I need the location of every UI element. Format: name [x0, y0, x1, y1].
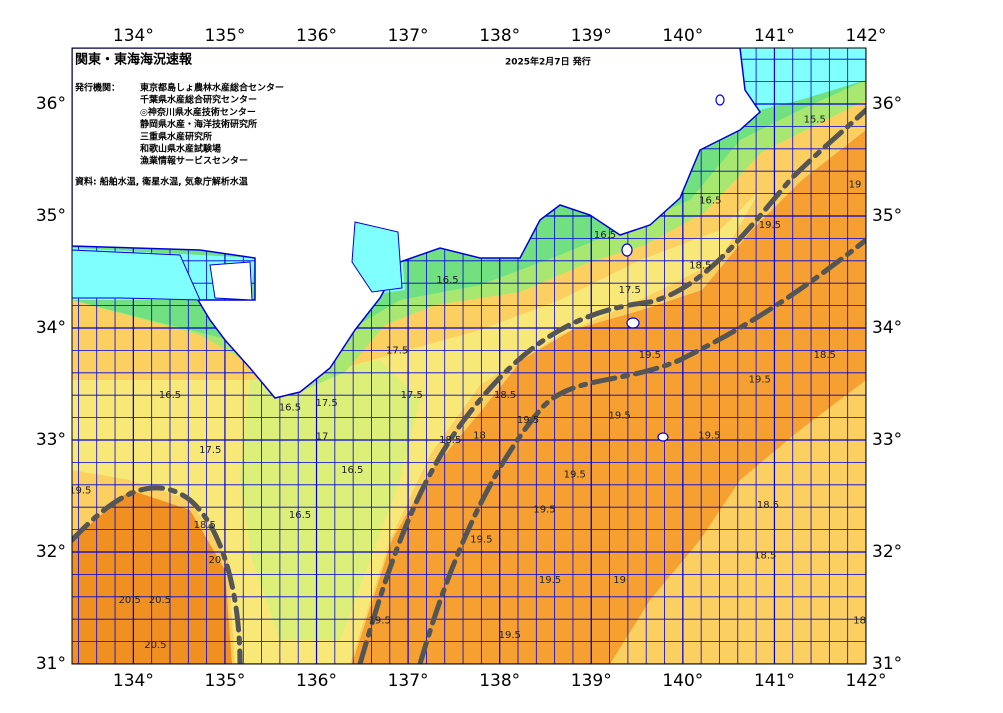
- contour-label: 17.5: [619, 285, 641, 296]
- lon-tick-label: 138°: [479, 26, 520, 46]
- lon-tick-label: 142°: [846, 26, 887, 46]
- contour-label: 19.5: [533, 504, 555, 515]
- lat-tick-label: 36°: [36, 94, 66, 114]
- lon-tick-label: 139°: [571, 26, 612, 46]
- map-title: 関東・東海海況速報: [75, 52, 193, 68]
- contour-label: 18.5: [757, 500, 779, 511]
- issuer: 千葉県水産総合研究センター: [140, 94, 257, 106]
- contour-label: 16.5: [159, 390, 181, 401]
- lon-tick-label: 138°: [479, 671, 520, 691]
- lon-tick-label: 139°: [571, 671, 612, 691]
- lat-tick-label: 31°: [872, 654, 902, 674]
- lon-tick-label: 134°: [113, 26, 154, 46]
- contour-label: 19.5: [539, 575, 561, 586]
- lon-tick-label: 135°: [204, 671, 245, 691]
- contour-label: 16.5: [279, 403, 301, 414]
- lon-tick-label: 136°: [296, 671, 337, 691]
- issuers-label: 発行機関：: [74, 82, 120, 94]
- data-source: 資料: 船舶水温, 衛星水温, 気象庁解析水温: [75, 176, 248, 188]
- lon-tick-label: 135°: [204, 26, 245, 46]
- contour-label: 20.5: [144, 640, 166, 651]
- contour-label: 19.5: [759, 220, 781, 231]
- issuer: 和歌山県水産試験場: [139, 143, 221, 155]
- contour-label: 20: [208, 555, 221, 566]
- issuer: 三重県水産研究所: [140, 130, 212, 142]
- contour-labels: 20.5 20.5 20.5 19.5 18.5 16.5 17.5 16.5 16.5 17.5…: [69, 115, 866, 651]
- contour-label: 19.5: [609, 410, 631, 421]
- contour-label: 19.5: [639, 350, 661, 361]
- contour-label: 18.5: [494, 390, 516, 401]
- contour-label: 16.5: [699, 195, 721, 206]
- lon-tick-label: 141°: [754, 671, 795, 691]
- sea-surface: 20.5 20.5 20.5 19.5 18.5 16.5 17.5 16.5 16.5 17.5…: [69, 48, 866, 664]
- contour-label: 19: [849, 180, 862, 191]
- map-frame: [71, 47, 867, 665]
- axis-ticks: 134° 134° 135° 135° 136° 136° 137° 137° 138° 138°…: [36, 26, 902, 691]
- lon-tick-label: 137°: [388, 671, 429, 691]
- lon-tick-label: 141°: [754, 26, 795, 46]
- contour-label: 15.5: [804, 115, 826, 126]
- contour-label: 16.5: [341, 465, 363, 476]
- contour-label: 19.5: [499, 630, 521, 641]
- lat-tick-label: 33°: [36, 430, 66, 450]
- lat-tick-label: 35°: [872, 206, 902, 226]
- contour-label: 16.5: [594, 230, 616, 241]
- contour-label: 18: [473, 431, 486, 442]
- contour-label: 17.5: [199, 445, 221, 456]
- contour-label: 18.5: [689, 260, 711, 271]
- kuroshio-axis: [72, 107, 866, 664]
- lon-tick-label: 137°: [388, 26, 429, 46]
- lon-tick-label: 140°: [662, 26, 703, 46]
- islands: [621, 94, 725, 442]
- land: [72, 48, 761, 399]
- contour-label: 18.5: [754, 550, 776, 561]
- contour-label: 17.5: [386, 345, 408, 356]
- lon-tick-label: 140°: [662, 671, 703, 691]
- contour-label: 18.5: [194, 520, 216, 531]
- contour-label: 19.5: [470, 535, 492, 546]
- contour-label: 16.5: [436, 275, 458, 286]
- contour-label: 19.5: [69, 485, 91, 496]
- lon-tick-label: 136°: [296, 26, 337, 46]
- contour-label: 19.5: [749, 375, 771, 386]
- contour-label: 19.5: [369, 615, 391, 626]
- contour-label: 19.5: [564, 470, 586, 481]
- lon-tick-label: 142°: [846, 671, 887, 691]
- contour-label: 18.5: [814, 350, 836, 361]
- lat-tick-label: 31°: [36, 654, 66, 674]
- issuer: ◎神奈川県水産技術センター: [140, 106, 256, 118]
- contour-label: 18.5: [439, 435, 461, 446]
- lat-tick-label: 32°: [36, 542, 66, 562]
- issuer: 漁業情報サービスセンター: [140, 155, 248, 167]
- contour-label: 17.5: [315, 398, 337, 409]
- contour-label: 16.5: [289, 510, 311, 521]
- lat-tick-label: 34°: [36, 318, 66, 338]
- lat-tick-label: 35°: [36, 206, 66, 226]
- lat-tick-label: 34°: [872, 318, 902, 338]
- issuer: 静岡県水産・海洋技術研究所: [140, 118, 257, 130]
- contour-label: 18: [853, 615, 866, 626]
- contour-label: 19: [613, 575, 626, 586]
- contour-label: 19.5: [517, 415, 539, 426]
- contour-label: 17: [316, 432, 329, 443]
- lat-tick-label: 33°: [872, 430, 902, 450]
- lon-tick-label: 134°: [113, 671, 154, 691]
- lat-tick-label: 36°: [872, 94, 902, 114]
- issuers: 東京都島しょ農林水産総合センター千葉県水産総合研究センター◎神奈川県水産技術セン…: [139, 82, 284, 167]
- issue-date: 2025年2月7日 発行: [505, 56, 591, 68]
- contour-label: 20.5: [149, 595, 171, 606]
- contour-label: 17.5: [401, 390, 423, 401]
- contour-label: 19.5: [698, 431, 720, 442]
- contour-label: 20.5: [119, 595, 141, 606]
- lat-tick-label: 32°: [872, 542, 902, 562]
- issuer: 東京都島しょ農林水産総合センター: [140, 82, 284, 94]
